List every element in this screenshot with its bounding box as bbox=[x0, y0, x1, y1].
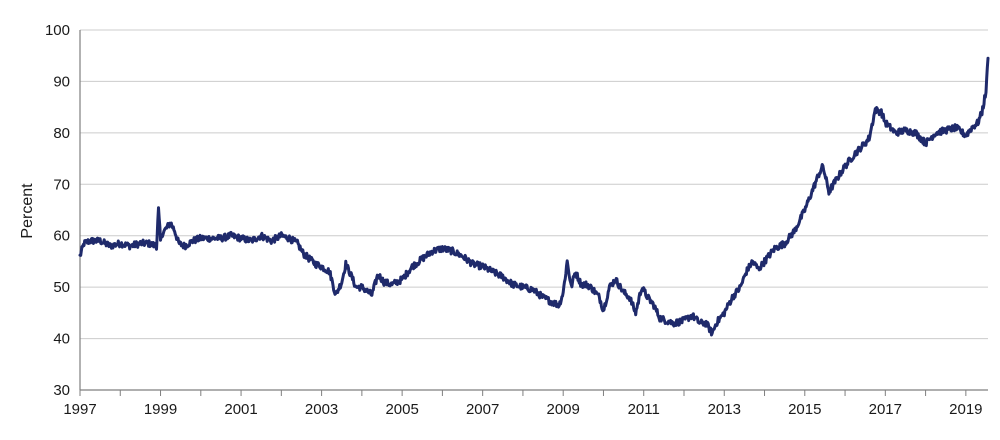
x-tick-label-2013: 2013 bbox=[708, 401, 741, 418]
x-tick-label-2019: 2019 bbox=[949, 401, 982, 418]
x-tick-label-2009: 2009 bbox=[547, 401, 580, 418]
x-tick-label-2011: 2011 bbox=[628, 401, 660, 418]
y-axis-title: Percent bbox=[19, 183, 36, 239]
y-tick-label-70: 70 bbox=[53, 176, 70, 193]
y-tick-label-30: 30 bbox=[53, 382, 70, 399]
x-tick-label-1999: 1999 bbox=[144, 401, 177, 418]
x-tick-label-1997: 1997 bbox=[63, 401, 96, 418]
y-tick-label-80: 80 bbox=[53, 125, 70, 142]
x-tick-label-2017: 2017 bbox=[869, 401, 902, 418]
x-tick-label-2015: 2015 bbox=[788, 401, 821, 418]
y-tick-label-90: 90 bbox=[53, 73, 70, 90]
y-tick-label-40: 40 bbox=[53, 331, 70, 348]
y-axis-tick-labels: 30 40 50 60 70 80 90 100 bbox=[45, 22, 70, 399]
y-tick-label-60: 60 bbox=[53, 228, 70, 245]
x-tick-label-2007: 2007 bbox=[466, 401, 499, 418]
x-tick-label-2005: 2005 bbox=[385, 401, 418, 418]
x-tick-label-2003: 2003 bbox=[305, 401, 338, 418]
x-axis-tick-labels: 1997 1999 2001 2003 2005 2007 2009 2011 2013 2015… bbox=[63, 401, 982, 418]
axes bbox=[79, 30, 988, 396]
series-group bbox=[78, 56, 990, 337]
y-tick-label-100: 100 bbox=[45, 22, 70, 39]
series-line-0 bbox=[78, 56, 990, 337]
y-tick-label-50: 50 bbox=[53, 279, 70, 296]
x-tick-label-2001: 2001 bbox=[224, 401, 257, 418]
